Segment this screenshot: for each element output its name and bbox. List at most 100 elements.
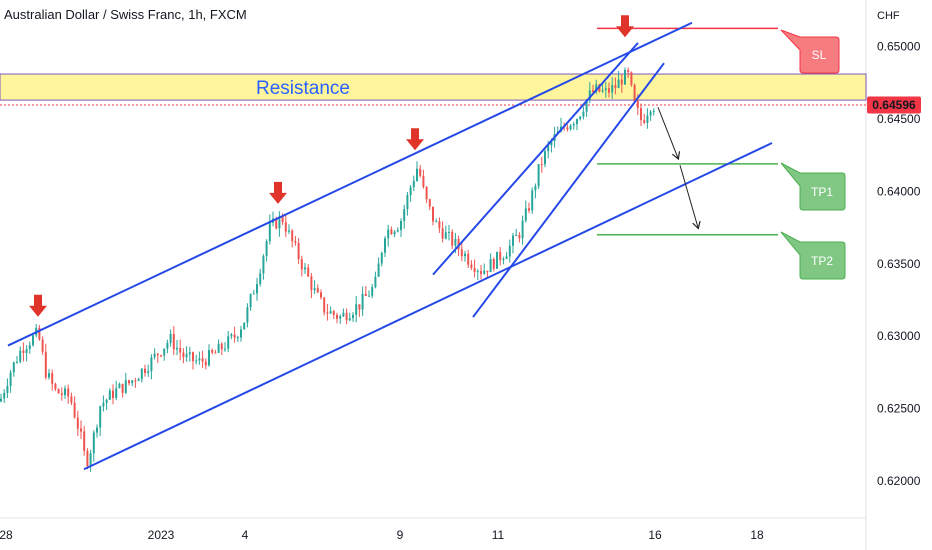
- candle-body: [54, 383, 57, 390]
- channel-lines[interactable]: [7, 21, 773, 471]
- trend-channel-line[interactable]: [7, 21, 693, 347]
- candle-body: [48, 373, 50, 378]
- candle-body: [220, 343, 223, 350]
- candle-body: [419, 168, 422, 176]
- take-profit-2-label: TP2: [811, 254, 833, 268]
- candle-body: [348, 318, 351, 321]
- candle-body: [51, 373, 54, 384]
- candle-body: [614, 85, 617, 89]
- candle-body: [169, 333, 172, 343]
- candle-body: [83, 431, 86, 451]
- resistance-label: Resistance: [256, 78, 350, 99]
- candle-body: [32, 335, 34, 346]
- candle-body: [521, 220, 524, 239]
- candle-body: [643, 120, 646, 123]
- candle-body: [182, 352, 185, 358]
- resistance-zone[interactable]: [0, 73, 867, 101]
- stop-loss-callout[interactable]: SL: [780, 29, 840, 74]
- down-arrow-marker-icon: [29, 294, 47, 317]
- candle-body: [57, 389, 60, 394]
- candle-body: [425, 186, 428, 200]
- candle-body: [243, 322, 246, 330]
- time-axis[interactable]: 28 2023 4 9 11 16 18: [0, 528, 764, 542]
- trend-channel-line[interactable]: [432, 42, 639, 276]
- candle-body: [640, 108, 642, 121]
- candle-body: [160, 355, 162, 357]
- candle-body: [460, 249, 463, 257]
- candle-body: [355, 304, 358, 315]
- candle-body: [89, 453, 92, 467]
- candle-body: [44, 351, 47, 378]
- candle-body: [217, 343, 220, 353]
- candle-body: [86, 450, 89, 467]
- chart-title: Australian Dollar / Swiss Franc, 1h, FXC…: [4, 7, 247, 22]
- arrow-markers: [29, 15, 634, 317]
- candle-body: [374, 276, 377, 288]
- time-tick-label: 9: [397, 528, 404, 542]
- candle-body: [150, 357, 153, 372]
- candle-body: [208, 349, 210, 366]
- take-profit-2-callout[interactable]: TP2: [780, 231, 846, 280]
- candle-body: [105, 399, 108, 404]
- candle-body: [422, 175, 425, 187]
- candle-body: [67, 388, 70, 397]
- candle-body: [601, 90, 604, 92]
- candle-body: [214, 352, 217, 354]
- candle-body: [156, 353, 159, 356]
- candle-body: [268, 222, 271, 242]
- candle-body: [73, 402, 76, 418]
- candle-body: [297, 242, 300, 260]
- candle-body: [518, 234, 521, 239]
- candle-body: [540, 164, 543, 166]
- candle-body: [646, 115, 649, 123]
- trend-channel-line[interactable]: [472, 62, 665, 318]
- take-profit-1-label: TP1: [811, 185, 833, 199]
- candle-body: [147, 371, 150, 373]
- candle-body: [115, 388, 118, 399]
- candle-body: [134, 380, 137, 382]
- candle-body: [473, 267, 476, 272]
- candle-body: [492, 258, 495, 269]
- candle-body: [592, 90, 594, 93]
- price-tick-label: 0.62500: [877, 402, 921, 416]
- candle-body: [454, 238, 457, 246]
- take-profit-1-callout[interactable]: TP1: [780, 162, 846, 211]
- candle-body: [595, 84, 598, 93]
- candle-body: [224, 348, 226, 350]
- candle-body: [153, 353, 156, 358]
- candle-body: [185, 354, 188, 358]
- candle-body: [620, 79, 623, 85]
- candle-body: [512, 235, 514, 246]
- candle-body: [230, 334, 233, 337]
- candle-body: [451, 231, 454, 246]
- candle-body: [64, 388, 66, 396]
- candle-body: [265, 241, 268, 257]
- candle-body: [304, 267, 306, 270]
- projection-arrow: [657, 107, 678, 158]
- candle-body: [550, 140, 553, 146]
- candle-body: [131, 380, 134, 384]
- candle-body: [409, 187, 412, 195]
- candle-body: [3, 392, 6, 399]
- candle-body: [352, 314, 354, 319]
- candle-body: [537, 164, 540, 187]
- candle-body: [627, 69, 630, 73]
- candle-body: [211, 349, 214, 353]
- candle-body: [390, 229, 393, 235]
- currency-label: CHF: [877, 10, 900, 22]
- candle-body: [566, 127, 569, 130]
- candle-body: [144, 368, 146, 373]
- candle-body: [448, 231, 450, 233]
- candle-body: [166, 342, 169, 349]
- candle-body: [636, 101, 639, 109]
- candle-body: [633, 84, 636, 102]
- down-arrow-marker-icon: [406, 128, 424, 151]
- candle-body: [588, 90, 591, 100]
- candle-body: [579, 116, 582, 120]
- candle-body: [288, 230, 290, 232]
- trend-channel-line[interactable]: [83, 142, 773, 471]
- price-axis[interactable]: 0.65000 0.64500 0.64000 0.63500 0.63000 0.625…: [877, 40, 921, 488]
- candle-body: [531, 190, 534, 211]
- candles-layer: [0, 67, 655, 473]
